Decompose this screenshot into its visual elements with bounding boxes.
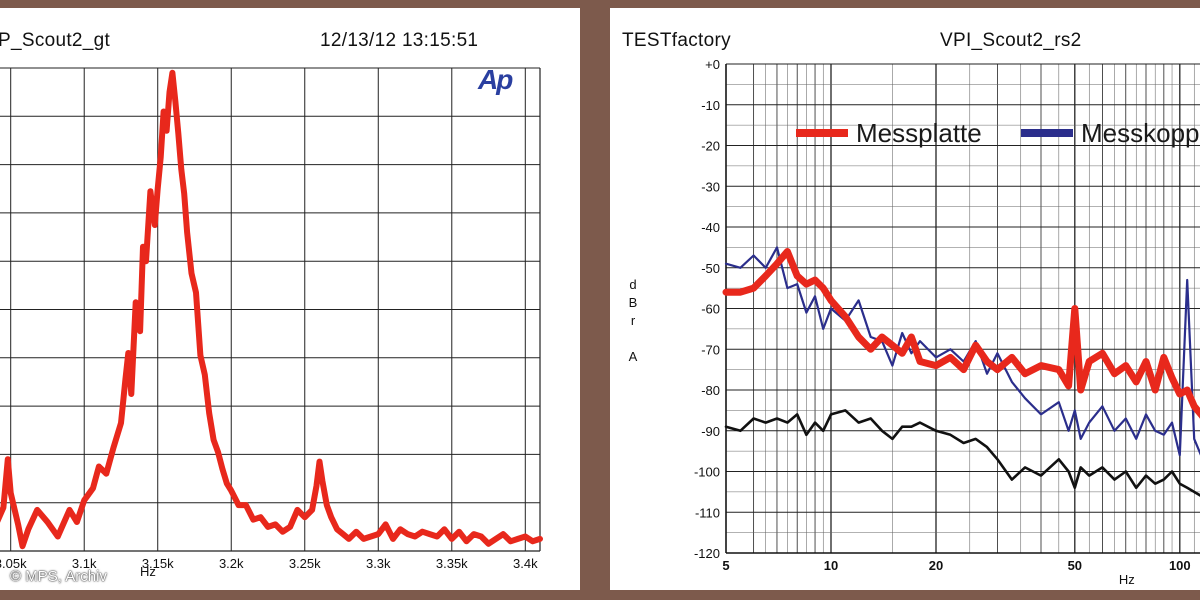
x-tick-label: 3.2k [219, 556, 244, 571]
y-tick-label: -10 [701, 98, 720, 113]
y-tick-label: -20 [701, 139, 720, 154]
x-tick-label: 50 [1068, 558, 1082, 573]
y-axis-label-char: A [628, 349, 638, 364]
right-chart-panel: TESTfactory VPI_Scout2_rs2 d B r A +0 -10… [610, 8, 1200, 590]
y-tick-label: -50 [701, 261, 720, 276]
x-tick-label: 3.25k [289, 556, 321, 571]
x-tick-label: 5 [722, 558, 729, 573]
y-tick-label: -90 [701, 424, 720, 439]
image-credit: © MPS, Archiv [10, 568, 107, 585]
y-tick-label: -60 [701, 302, 720, 317]
left-chart-panel: P_Scout2_gt 12/13/12 13:15:51 Ap 3.05k3.… [0, 8, 580, 590]
right-chart-brand: TESTfactory [622, 30, 731, 51]
right-chart-plot: +0 -10 -20 -30 -40 -50 -60 -70 -80 -90 -100 -110 -12… [694, 57, 1200, 587]
x-tick-label: 3.3k [366, 556, 391, 571]
legend-label: Messkoppler [1081, 118, 1200, 148]
y-tick-label: -110 [695, 505, 720, 520]
y-tick-label: -40 [701, 220, 720, 235]
ap-logo: Ap [478, 64, 513, 95]
legend-label: Messplatte [856, 118, 982, 148]
series-line-background [724, 409, 1200, 497]
y-tick-label: -100 [694, 465, 720, 480]
x-tick-label: 3.05k [0, 556, 27, 571]
y-axis-label-char: B [628, 295, 638, 310]
y-axis-label: d B r A [628, 276, 638, 366]
series-line-messplatte [722, 248, 1200, 419]
x-tick-label: 3.15k [142, 556, 174, 571]
y-tick-label: -120 [694, 546, 720, 561]
x-tick-label: 10 [824, 558, 838, 573]
left-chart-timestamp: 12/13/12 13:15:51 [320, 30, 479, 51]
x-axis-title: Hz [1119, 572, 1135, 587]
y-axis-label-char: d [629, 277, 637, 292]
y-tick-label: -70 [701, 342, 720, 357]
x-tick-label: 3.35k [436, 556, 468, 571]
y-tick-label: -80 [701, 383, 720, 398]
left-chart-title: P_Scout2_gt [0, 30, 111, 51]
right-chart-title: VPI_Scout2_rs2 [940, 30, 1082, 51]
x-axis-title: Hz [140, 564, 156, 579]
x-tick-label: 20 [929, 558, 943, 573]
y-tick-label: -30 [701, 179, 720, 194]
series-line-spectrum [0, 69, 543, 550]
x-tick-label: 100 [1169, 558, 1191, 573]
left-chart-plot: 3.05k 3.1k 3.15k 3.2k 3.25k 3.3k 3.35k 3.4k Hz [0, 67, 543, 579]
y-axis-label-char: r [630, 313, 636, 328]
x-tick-label: 3.1k [72, 556, 97, 571]
y-tick-label: +0 [705, 57, 720, 72]
x-tick-label: 3.4k [513, 556, 538, 571]
